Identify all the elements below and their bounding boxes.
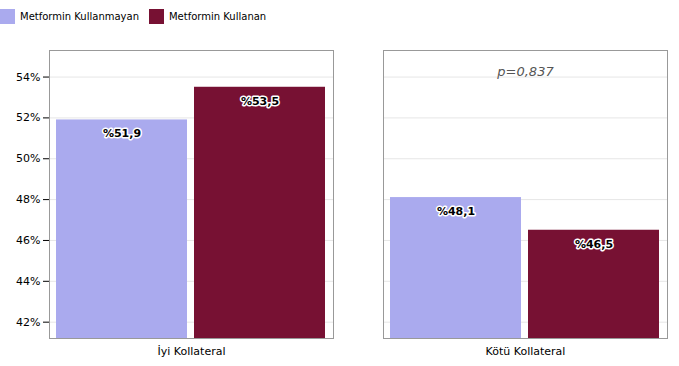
svg-text:%51,9: %51,9 xyxy=(103,127,141,140)
svg-text:54%: 54% xyxy=(16,71,40,84)
svg-text:46%: 46% xyxy=(16,234,40,247)
svg-text:p=0,837: p=0,837 xyxy=(496,64,554,79)
svg-text:Kötü Kollateral: Kötü Kollateral xyxy=(486,345,566,358)
svg-text:42%: 42% xyxy=(16,316,40,329)
svg-text:%53,5: %53,5 xyxy=(241,95,279,108)
svg-text:48%: 48% xyxy=(16,193,40,206)
svg-text:İyi Kollateral: İyi Kollateral xyxy=(158,345,226,358)
html-text:Metformin Kullanan: Metformin Kullanan xyxy=(169,11,267,22)
svg-text:%46,5: %46,5 xyxy=(575,238,613,251)
svg-text:%48,1: %48,1 xyxy=(437,205,475,218)
svg-text:50%: 50% xyxy=(16,152,40,165)
svg-text:52%: 52% xyxy=(16,111,40,124)
html-text:Metformin Kullanmayan: Metformin Kullanmayan xyxy=(20,11,139,22)
svg-text:44%: 44% xyxy=(16,275,40,288)
